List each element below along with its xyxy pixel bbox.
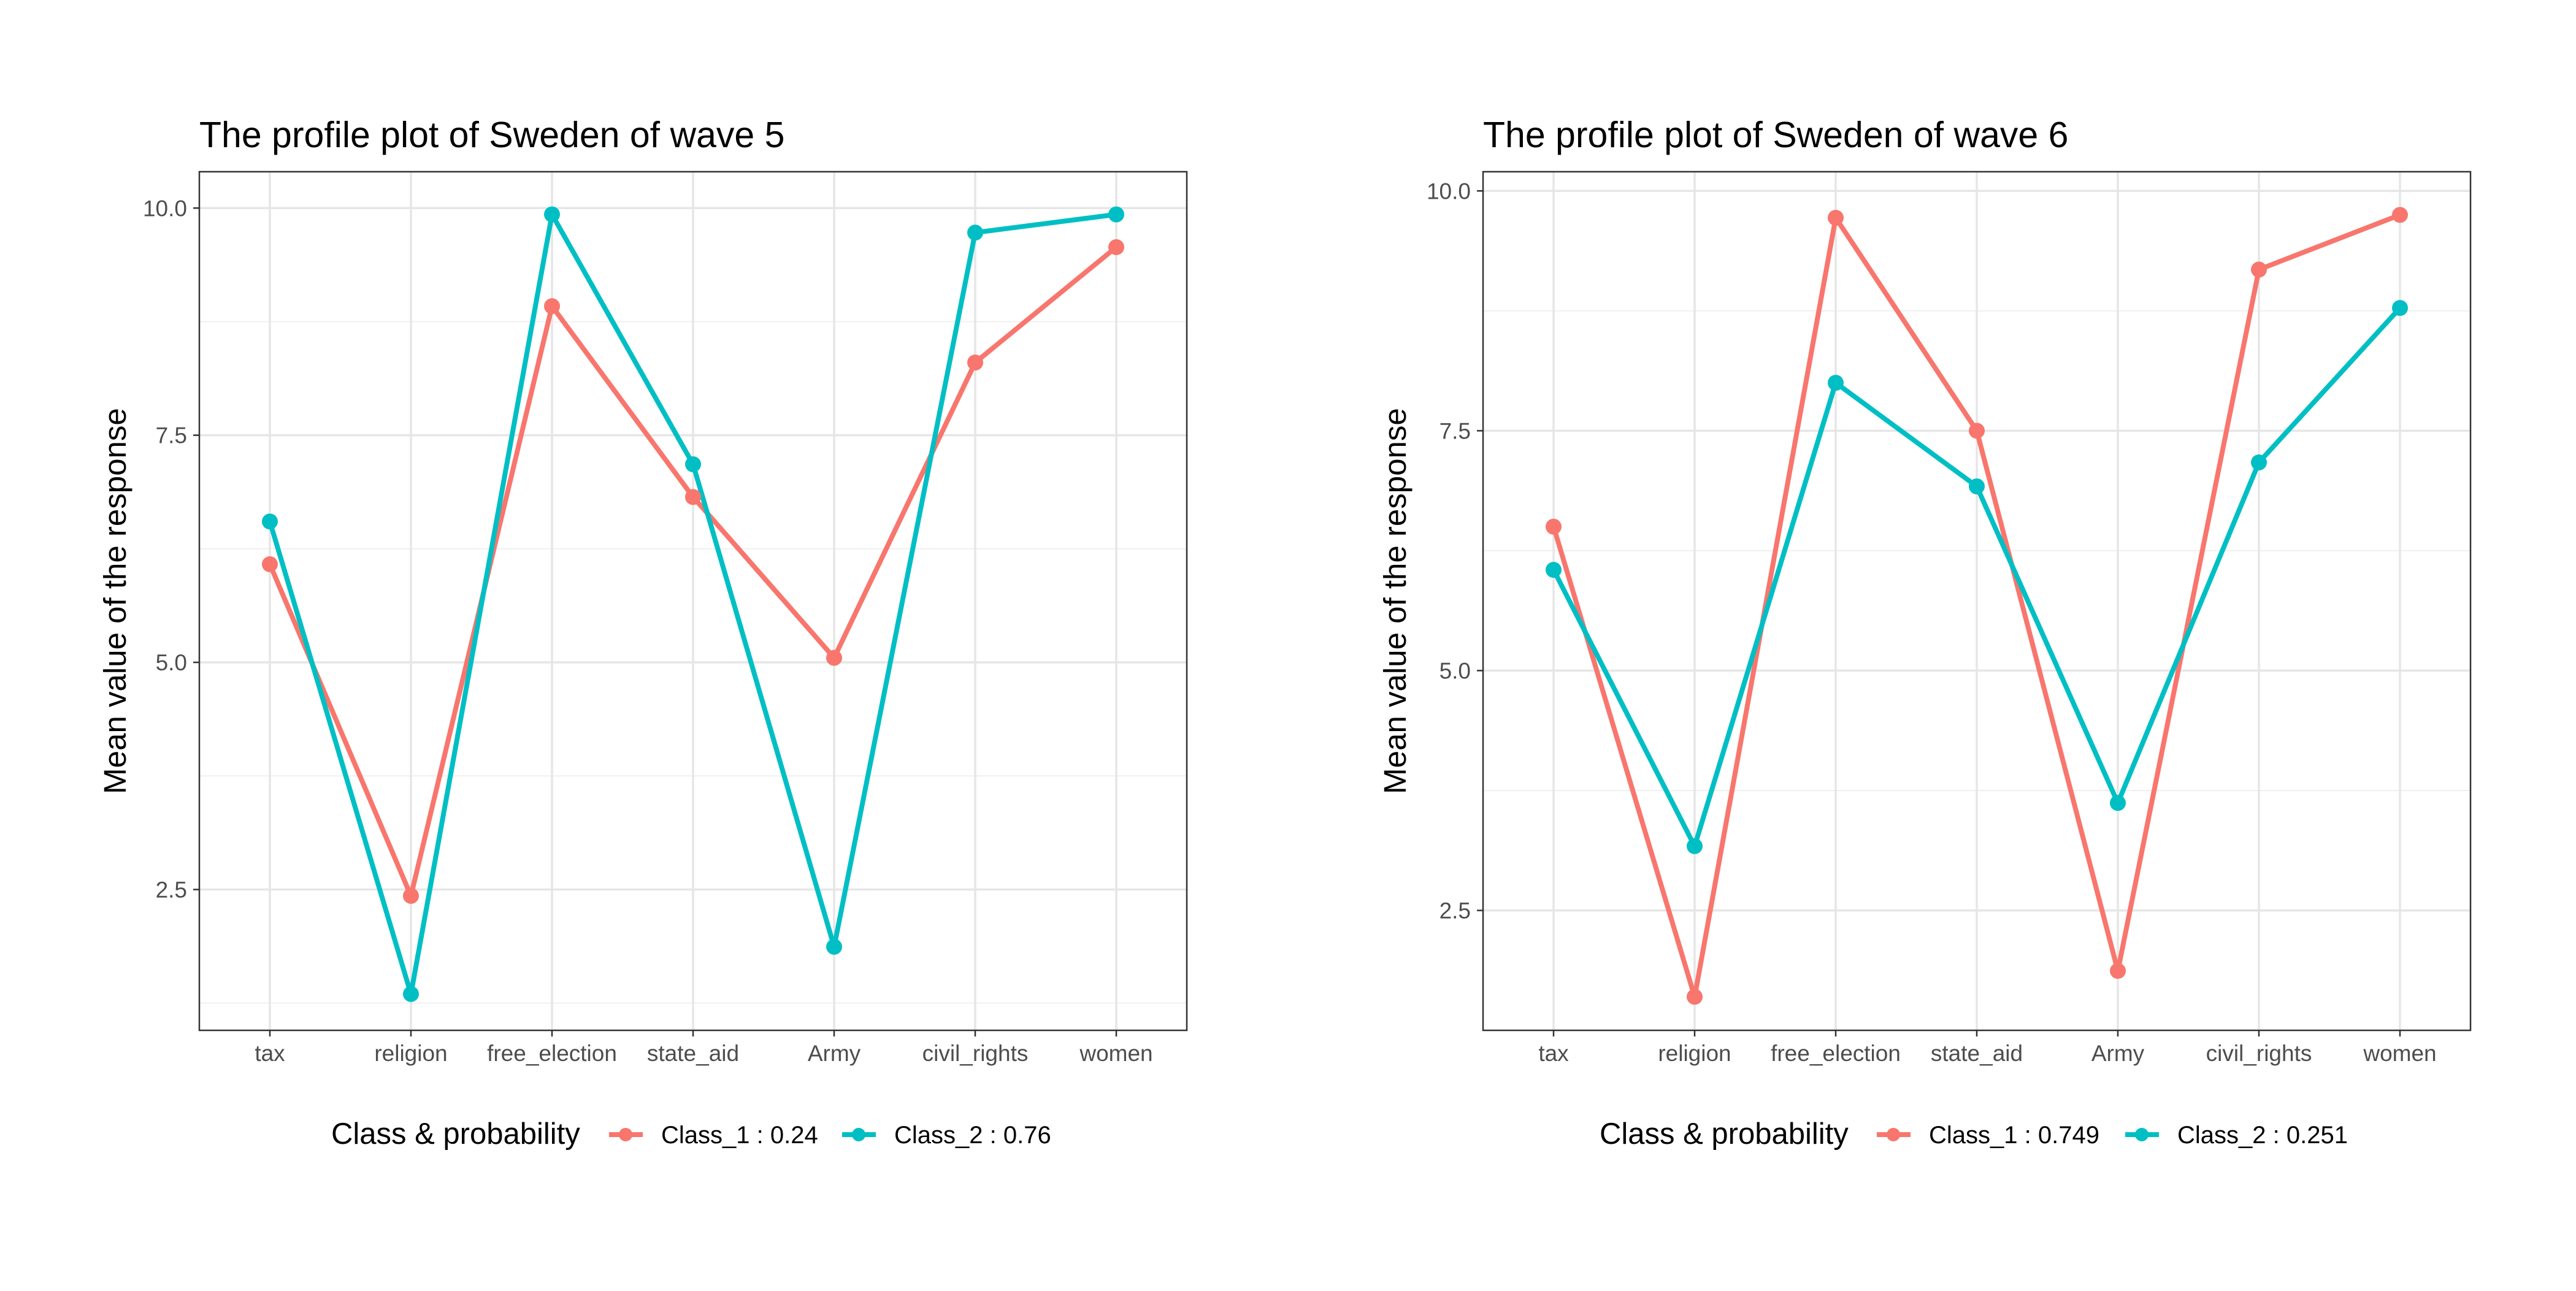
legend-label: Class_1 : 0.749	[1929, 1122, 2099, 1149]
axes: 2.5 5.0 7.5 10.0 tax religion free_election sta…	[143, 196, 1153, 1066]
x-tick-label: state_aid	[1931, 1041, 2023, 1066]
chart-title: The profile plot of Sweden of wave 5	[199, 115, 784, 155]
wave5-chart: The profile plot of Sweden of wave 5 Mea…	[98, 115, 1188, 1151]
legend-title: Class & probability	[1600, 1117, 1849, 1151]
data-point-class-2	[1687, 838, 1703, 854]
legend-item-class-1: Class_1 : 0.749	[1877, 1122, 2099, 1149]
data-point-class-2	[403, 986, 419, 1002]
x-tick-label: Army	[2091, 1041, 2145, 1066]
data-point-class-2	[967, 224, 983, 241]
data-point-class-2	[685, 456, 701, 473]
data-point-class-1	[1828, 210, 1844, 226]
data-point-class-1	[1687, 989, 1703, 1005]
series-layer	[1546, 207, 2408, 1005]
legend-label: Class_1 : 0.24	[661, 1122, 818, 1149]
data-point-class-2	[826, 938, 842, 955]
legend: Class & probability Class_1 : 0.749 Clas…	[1600, 1117, 2348, 1151]
x-tick-label: Army	[808, 1041, 861, 1066]
data-point-class-2	[2110, 795, 2126, 811]
data-point-class-2	[1108, 206, 1124, 223]
data-point-class-2	[262, 513, 278, 530]
data-point-class-1	[2110, 963, 2126, 979]
y-tick-label: 7.5	[1439, 418, 1471, 443]
data-point-class-1	[262, 556, 278, 572]
legend-key-point	[1887, 1128, 1900, 1141]
legend-key-point	[2135, 1128, 2149, 1141]
data-point-class-2	[2392, 300, 2408, 316]
y-tick-label: 2.5	[156, 877, 187, 902]
data-point-class-1	[685, 489, 701, 505]
y-tick-label: 10.0	[143, 196, 187, 221]
data-point-class-1	[403, 887, 419, 904]
y-axis-label: Mean value of the response	[98, 408, 132, 794]
x-tick-label: state_aid	[647, 1041, 739, 1066]
legend-title: Class & probability	[331, 1117, 580, 1151]
data-point-class-2	[1546, 562, 1562, 578]
data-point-class-2	[1828, 375, 1844, 391]
data-point-class-1	[1108, 239, 1124, 255]
legend-label: Class_2 : 0.251	[2177, 1122, 2348, 1149]
legend-key-point	[619, 1128, 632, 1141]
legend-label: Class_2 : 0.76	[894, 1122, 1051, 1149]
y-axis-label: Mean value of the response	[1378, 408, 1413, 794]
x-tick-label: women	[2363, 1041, 2436, 1066]
grid	[199, 172, 1187, 1030]
x-tick-label: tax	[1538, 1041, 1569, 1066]
x-tick-label: free_election	[1771, 1041, 1901, 1066]
x-tick-label: tax	[255, 1041, 285, 1066]
y-tick-label: 5.0	[1439, 658, 1471, 683]
data-point-class-1	[826, 649, 842, 666]
x-tick-label: civil_rights	[2206, 1041, 2312, 1066]
axes: 2.5 5.0 7.5 10.0 tax religion free_election sta…	[1427, 178, 2437, 1066]
x-tick-label: women	[1079, 1041, 1152, 1066]
x-tick-label: religion	[1658, 1041, 1731, 1066]
legend-key-point	[852, 1128, 865, 1141]
grid	[1483, 172, 2471, 1030]
data-point-class-1	[2251, 261, 2267, 278]
legend-item-class-2: Class_2 : 0.76	[842, 1122, 1051, 1149]
data-point-class-2	[1969, 478, 1985, 495]
data-point-class-1	[2392, 207, 2408, 223]
data-point-class-2	[2251, 454, 2267, 470]
legend: Class & probability Class_1 : 0.24 Class…	[331, 1117, 1051, 1151]
x-tick-label: religion	[374, 1041, 447, 1066]
y-tick-label: 5.0	[156, 650, 187, 675]
legend-item-class-1: Class_1 : 0.24	[609, 1122, 818, 1149]
y-tick-label: 10.0	[1427, 178, 1471, 204]
chart-title: The profile plot of Sweden of wave 6	[1483, 115, 2068, 155]
data-point-class-1	[1546, 518, 1562, 535]
x-tick-label: free_election	[487, 1041, 617, 1066]
wave6-chart: The profile plot of Sweden of wave 6 Mea…	[1378, 115, 2472, 1151]
y-tick-label: 2.5	[1439, 898, 1471, 923]
y-tick-label: 7.5	[156, 423, 187, 448]
data-point-class-1	[1969, 423, 1985, 439]
series-layer	[262, 206, 1124, 1002]
data-point-class-1	[967, 354, 983, 371]
legend-item-class-2: Class_2 : 0.251	[2125, 1122, 2348, 1149]
data-point-class-2	[544, 206, 560, 223]
x-tick-label: civil_rights	[922, 1041, 1029, 1066]
data-point-class-1	[544, 298, 560, 315]
